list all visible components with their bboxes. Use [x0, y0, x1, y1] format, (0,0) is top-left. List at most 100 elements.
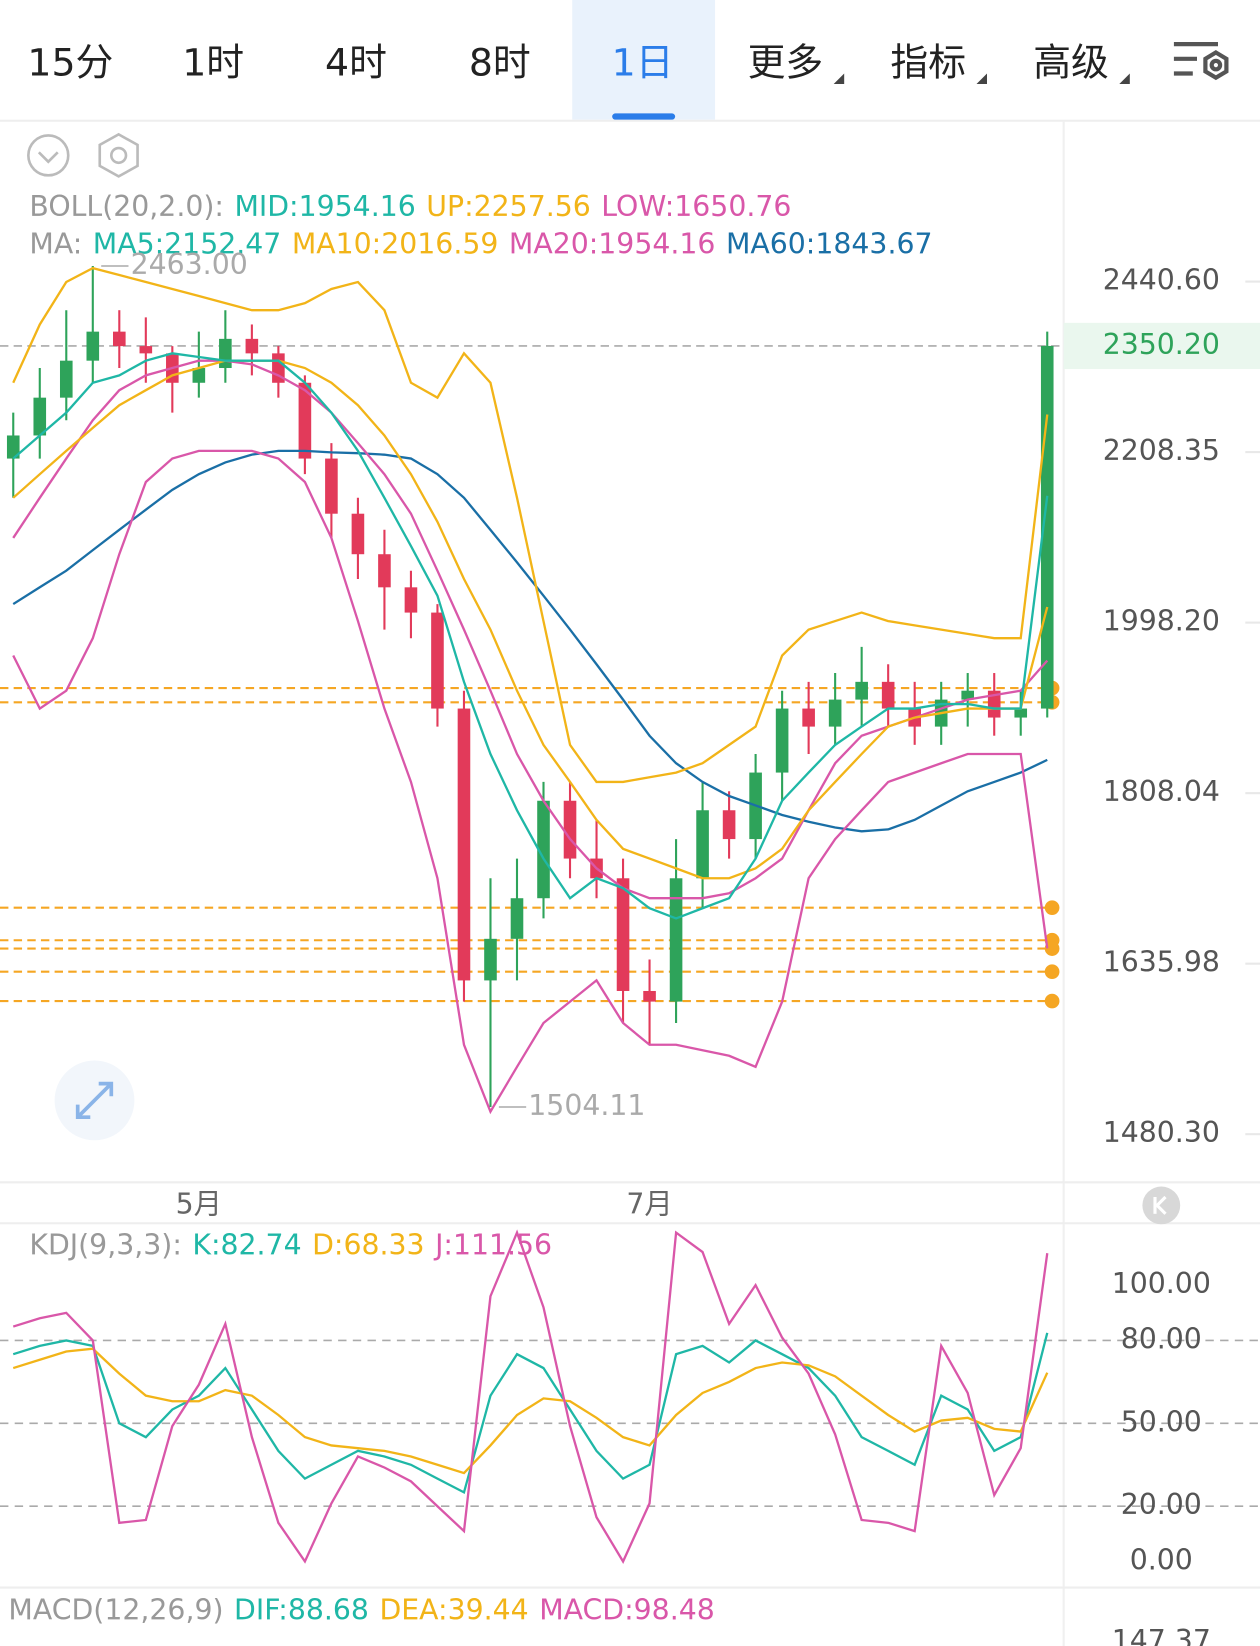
candle-body	[537, 800, 550, 899]
last-price-label: 2350.20	[1103, 328, 1220, 361]
dropdown-arrow	[1119, 73, 1130, 85]
dropdown-arrow	[833, 73, 845, 85]
last-price-bg	[1063, 322, 1260, 370]
candle-body	[113, 331, 126, 347]
candle-body	[139, 346, 153, 354]
kdj-line	[12, 1332, 1049, 1495]
candle-body	[457, 708, 471, 981]
indicator-settings-icon[interactable]	[98, 132, 139, 178]
annotation-label: 2463.00	[131, 248, 248, 281]
dropdown-arrow	[976, 73, 987, 85]
indicator-line	[12, 352, 1049, 920]
legend-item: MID:1954.16	[234, 190, 415, 223]
legend-label: MA:	[29, 228, 82, 261]
y-tick-label: 1998.20	[1103, 605, 1220, 638]
candle-body	[828, 699, 842, 727]
candle-body	[775, 708, 789, 773]
candle-body	[325, 458, 338, 514]
candle-body	[722, 810, 736, 840]
tab[interactable]: 更多	[748, 41, 824, 85]
order-dot	[1044, 964, 1060, 980]
indicator-line	[12, 359, 1049, 900]
candle-body	[192, 368, 206, 383]
candle-body	[86, 331, 100, 361]
candle-body	[378, 554, 391, 588]
candle-body	[669, 878, 683, 1002]
legend-item: MA60:1843.67	[726, 228, 933, 261]
candle-body	[961, 690, 975, 700]
indicator-line	[12, 449, 1048, 833]
indicator-line	[12, 449, 1049, 1115]
tab[interactable]: 4时	[325, 41, 387, 85]
legend-label: MACD(12,26,9)	[8, 1594, 223, 1627]
order-dot	[1044, 941, 1060, 956]
legend-item: MA10:2016.59	[292, 228, 499, 261]
candle-body	[298, 382, 312, 459]
candle-body	[696, 810, 709, 879]
tab[interactable]: 指标	[890, 41, 966, 85]
candle-body	[219, 338, 232, 369]
candle-body	[431, 612, 444, 709]
y-tick-label: 1480.30	[1103, 1116, 1220, 1149]
candle-body	[404, 587, 418, 613]
legend: MA: MA5:2152.47 MA10:2016.59 MA20:1954.16 MA…	[29, 228, 932, 261]
tab[interactable]: 1时	[182, 41, 244, 85]
candle-body	[245, 338, 259, 354]
candle-body	[351, 513, 365, 555]
active-tab-underline	[612, 113, 676, 120]
indicator-line	[12, 266, 1049, 784]
legend: MACD(12,26,9) DIF:88.68 DEA:39.44 MACD:98.4…	[8, 1594, 714, 1627]
y-tick-label: 80.00	[1121, 1322, 1202, 1355]
candle-body	[855, 681, 868, 700]
y-tick-label: 20.00	[1121, 1488, 1202, 1521]
indicator-line	[12, 359, 1049, 880]
y-tick-label: 50.00	[1121, 1405, 1202, 1438]
active-tab-bg	[572, 0, 716, 120]
legend-item: J:111.56	[433, 1228, 552, 1261]
scroll-latest-icon[interactable]	[1142, 1186, 1181, 1225]
legend-item: MA20:1954.16	[509, 228, 716, 261]
legend-item: MA5:2152.47	[93, 228, 282, 261]
tab[interactable]: 8时	[469, 41, 531, 85]
order-dot	[1044, 993, 1060, 1009]
legend-item: D:68.33	[312, 1228, 424, 1261]
settings-icon[interactable]	[1173, 42, 1229, 81]
legend-item: K:82.74	[192, 1228, 301, 1261]
y-tick-label: 0.00	[1130, 1543, 1193, 1576]
y-tick-label: 1808.04	[1103, 775, 1220, 808]
y-tick-label: 100.00	[1112, 1267, 1211, 1300]
candle-body	[881, 681, 895, 709]
y-tick-label: 1635.98	[1103, 946, 1220, 979]
collapse-icon[interactable]	[27, 134, 70, 177]
candle-body	[616, 878, 630, 991]
tab[interactable]: 1日	[612, 41, 674, 85]
x-tick-label: 7月	[626, 1187, 672, 1220]
kdj-line	[12, 1229, 1049, 1564]
y-tick-label: 2208.35	[1103, 434, 1220, 467]
candle-body	[563, 800, 577, 859]
x-tick-label: 5月	[176, 1187, 222, 1220]
legend-item: DEA:39.44	[379, 1594, 528, 1627]
legend-item: MACD:98.48	[539, 1594, 715, 1627]
legend-item: DIF:88.68	[234, 1594, 369, 1627]
y-tick-label: 147.37	[1112, 1624, 1211, 1646]
candle-body	[6, 435, 20, 459]
legend-label: BOLL(20,2.0):	[29, 190, 224, 223]
candle-body	[987, 690, 1001, 718]
candle-body	[59, 360, 73, 398]
legend: KDJ(9,3,3): K:82.74 D:68.33 J:111.56	[29, 1228, 552, 1261]
candle-body	[802, 708, 815, 727]
candle-body	[33, 397, 47, 436]
tab[interactable]: 高级	[1033, 41, 1109, 85]
legend-item: LOW:1650.76	[601, 190, 791, 223]
legend-label: KDJ(9,3,3):	[29, 1228, 181, 1261]
order-dot	[1044, 900, 1060, 916]
tab[interactable]: 15分	[27, 41, 113, 85]
legend: BOLL(20,2.0): MID:1954.16 UP:2257.56 LOW:16…	[29, 190, 791, 223]
candle-body	[484, 938, 497, 981]
expand-icon[interactable]	[54, 1060, 135, 1141]
candle-body	[1014, 708, 1028, 718]
legend-item: UP:2257.56	[426, 190, 591, 223]
